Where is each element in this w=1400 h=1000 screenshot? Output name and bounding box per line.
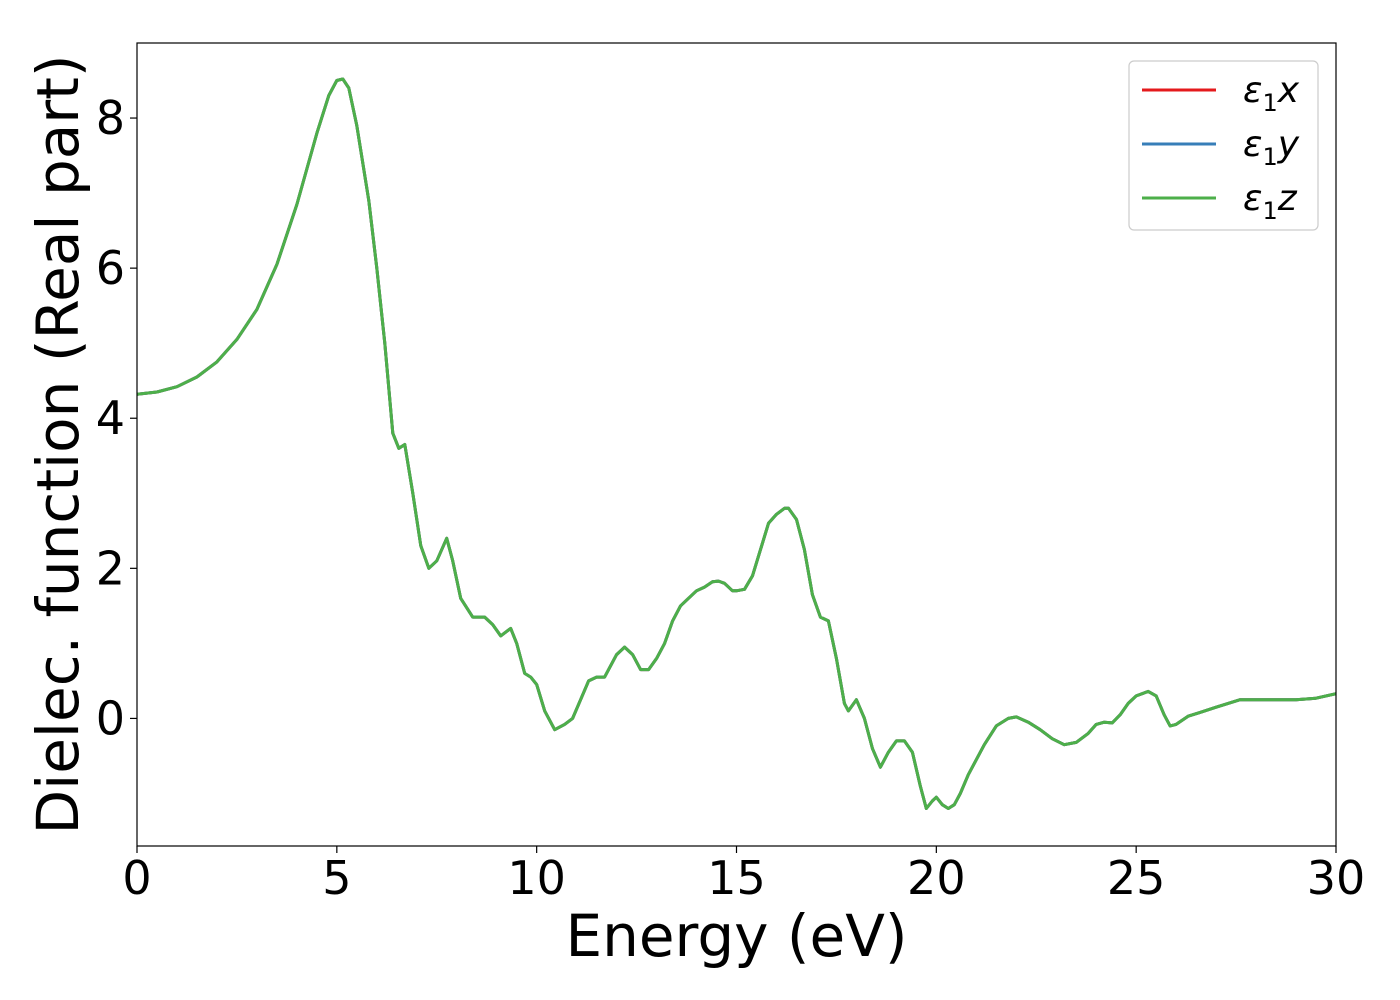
x-tick-label: 10 bbox=[507, 851, 566, 905]
legend-label-base: ε bbox=[1243, 70, 1262, 111]
x-tick-label: 30 bbox=[1307, 851, 1366, 905]
legend-label-subscript: 1 bbox=[1262, 143, 1277, 171]
series-layer bbox=[137, 77, 1336, 810]
legend-label: ε1z bbox=[1243, 178, 1298, 225]
x-tick-label: 25 bbox=[1107, 851, 1166, 905]
legend-label-suffix: y bbox=[1277, 124, 1300, 165]
x-tick-label: 0 bbox=[122, 851, 151, 905]
y-tick-label: 4 bbox=[96, 391, 125, 445]
y-axis-ticks: 0 2 4 6 8 bbox=[96, 91, 137, 745]
x-tick-label: 15 bbox=[707, 851, 766, 905]
y-tick-label: 6 bbox=[96, 241, 125, 295]
x-tick-label: 5 bbox=[322, 851, 351, 905]
legend-label-suffix: x bbox=[1277, 70, 1300, 111]
legend-label: ε1y bbox=[1243, 124, 1300, 171]
legend-label-subscript: 1 bbox=[1262, 197, 1277, 225]
legend-label-suffix: z bbox=[1277, 178, 1298, 219]
series-line-ε1z bbox=[137, 77, 1336, 810]
x-tick-label: 20 bbox=[907, 851, 966, 905]
x-axis-ticks: 0 5 10 15 20 25 30 bbox=[122, 846, 1365, 905]
y-axis-title: Dielec. function (Real part) bbox=[24, 54, 92, 834]
legend-label-base: ε bbox=[1243, 178, 1262, 219]
y-tick-label: 0 bbox=[96, 691, 125, 745]
y-tick-label: 2 bbox=[96, 541, 125, 595]
legend-label-subscript: 1 bbox=[1262, 89, 1277, 117]
legend-label: ε1x bbox=[1243, 70, 1300, 117]
y-tick-label: 8 bbox=[96, 91, 125, 145]
legend-label-base: ε bbox=[1243, 124, 1262, 165]
x-axis-title: Energy (eV) bbox=[565, 902, 907, 970]
legend-frame bbox=[1128, 60, 1319, 231]
